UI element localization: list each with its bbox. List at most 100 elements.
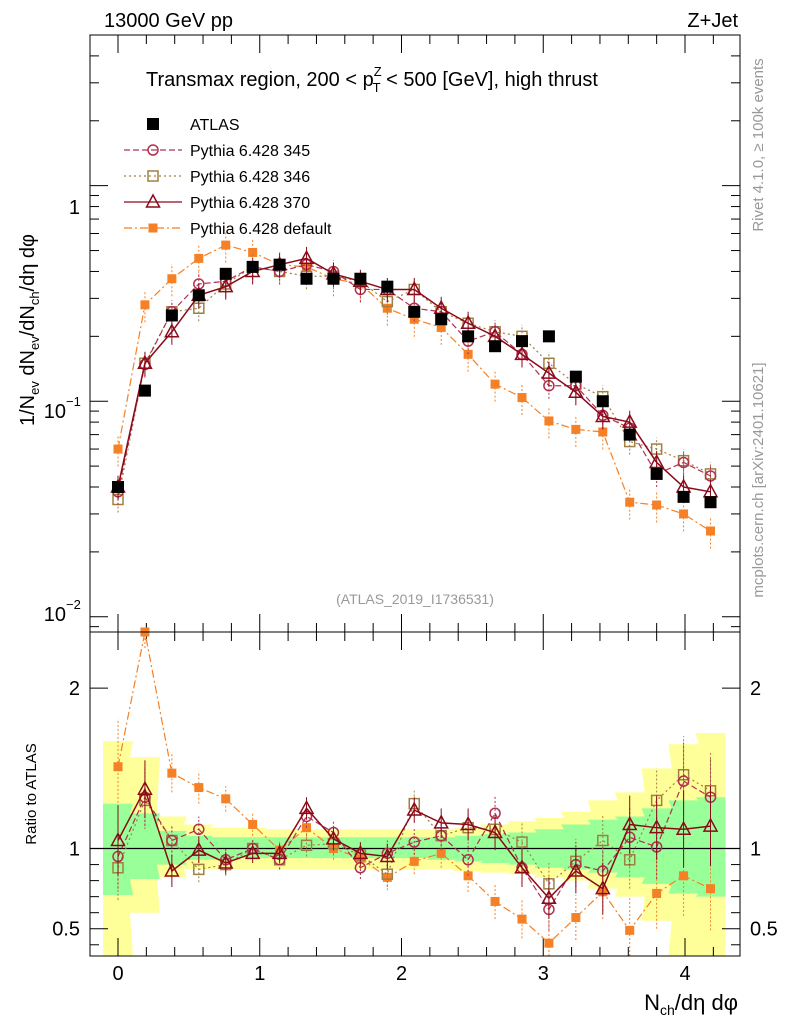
point-atlas: [112, 481, 124, 494]
ratio-point-pdefault: [113, 762, 123, 772]
mcplots-label: mcplots.cern.ch [arXiv:2401.10621]: [750, 362, 767, 597]
ratio-point-pdefault: [409, 856, 419, 866]
point-atlas: [381, 280, 394, 293]
point-pdefault: [490, 379, 500, 389]
point-atlas: [273, 258, 286, 271]
ratio-series: [110, 627, 719, 956]
point-p370: [621, 413, 638, 428]
ratio-ytick-label-left: 0.5: [52, 919, 80, 941]
point-atlas: [192, 289, 205, 302]
point-pdefault: [463, 349, 473, 359]
ratio-point-p345: [677, 775, 690, 787]
legend: ATLAS Pythia 6.428 345 Pythia 6.428 346 Pyt…: [124, 117, 332, 238]
point-pdefault: [625, 497, 635, 507]
ratio-frame: [89, 631, 741, 957]
ratio-point-p370: [541, 889, 557, 905]
ratio-ytick-label-right: 2: [750, 678, 761, 700]
point-atlas: [677, 490, 690, 503]
point-pdefault: [571, 424, 581, 434]
point-p370: [514, 345, 530, 361]
xtick-label: 2: [396, 963, 407, 985]
point-atlas: [515, 335, 528, 348]
point-p345: [677, 456, 690, 469]
legend-label-p346: Pythia 6.428 346: [190, 169, 310, 186]
ratio-point-p370: [621, 815, 638, 831]
main-frame: [89, 34, 741, 633]
ratio-ytick-label-right: 1: [750, 839, 761, 861]
ratio-ticks: [90, 632, 740, 956]
xtick-label: 3: [538, 963, 549, 985]
point-pdefault: [544, 416, 554, 426]
legend-label-atlas: ATLAS: [190, 117, 240, 134]
legend-label-p345: Pythia 6.428 345: [190, 143, 310, 160]
main-ytick-label-0-01: 10: [44, 604, 66, 626]
point-atlas: [138, 384, 151, 397]
ratio-point-p345: [408, 836, 421, 848]
ratio-point-p370: [514, 859, 530, 874]
ratio-point-p370: [702, 817, 719, 832]
ratio-point-p370: [164, 862, 180, 877]
point-atlas: [327, 272, 340, 285]
ratio-point-p370: [487, 823, 503, 839]
ratio-point-p370: [217, 854, 234, 869]
point-atlas: [623, 428, 636, 441]
point-p370: [433, 299, 449, 314]
x-axis-label: Nch/dη dφ: [644, 990, 738, 1018]
legend-marker-pdefault: [148, 223, 158, 233]
point-atlas: [165, 309, 178, 322]
ratio-point-pdefault: [517, 914, 527, 924]
point-pdefault: [382, 303, 392, 313]
main-y-ticks: [90, 34, 740, 632]
ratio-point-p370: [675, 820, 692, 836]
ratio-point-pdefault: [544, 938, 554, 948]
point-p370: [648, 453, 665, 469]
series-p370: [110, 246, 719, 505]
ratio-series-p370: [110, 760, 719, 920]
ratio-point-pdefault: [706, 884, 716, 894]
ratio-point-pdefault: [221, 794, 231, 804]
point-atlas: [354, 272, 367, 285]
ratio-point-p370: [271, 844, 288, 860]
point-p370: [217, 278, 234, 293]
point-p370: [406, 280, 423, 296]
point-pdefault: [598, 427, 608, 437]
point-p370: [137, 354, 153, 370]
point-atlas: [435, 313, 448, 326]
ratio-point-p346: [300, 839, 313, 852]
point-pdefault: [221, 240, 231, 250]
ratio-point-p345: [193, 823, 205, 836]
ratio-line-p346: [117, 774, 711, 885]
ratio-y-axis-label: Ratio to ATLAS: [23, 743, 40, 844]
energy-label: 13000 GeV pp: [104, 10, 233, 32]
ratio-point-p345: [166, 834, 178, 847]
point-atlas: [300, 272, 313, 285]
ratio-point-pdefault: [571, 913, 581, 923]
main-ytick-label-1: 1: [69, 197, 80, 219]
legend-entry-atlas: ATLAS: [147, 117, 240, 134]
point-pdefault: [140, 300, 150, 310]
xtick-label: 0: [112, 963, 123, 985]
ratio-point-pdefault: [248, 819, 258, 829]
legend-marker-p345: [147, 144, 159, 156]
ratio-point-p370: [325, 830, 342, 845]
ratio-bands: [90, 733, 740, 956]
ratio-line-p345: [117, 780, 711, 911]
ratio-point-p370: [460, 815, 476, 831]
legend-entry-p345: Pythia 6.428 345: [124, 143, 310, 160]
point-pdefault: [517, 393, 527, 403]
ratio-point-p346: [193, 863, 205, 876]
xtick-label: 4: [679, 963, 690, 985]
ratio-point-p370: [433, 814, 449, 829]
legend-entry-pdefault: Pythia 6.428 default: [124, 221, 332, 238]
xtick-label: 1: [254, 963, 265, 985]
point-p370: [595, 407, 611, 423]
process-label: Z+Jet: [687, 10, 738, 32]
point-atlas: [219, 267, 232, 280]
ratio-ytick-label-left: 2: [69, 678, 80, 700]
point-pdefault: [679, 509, 689, 519]
point-pdefault: [409, 314, 419, 324]
main-ytick-exp-0-1: −1: [66, 394, 81, 409]
ratio-point-p370: [298, 799, 315, 815]
ratio-point-pdefault: [625, 925, 635, 935]
